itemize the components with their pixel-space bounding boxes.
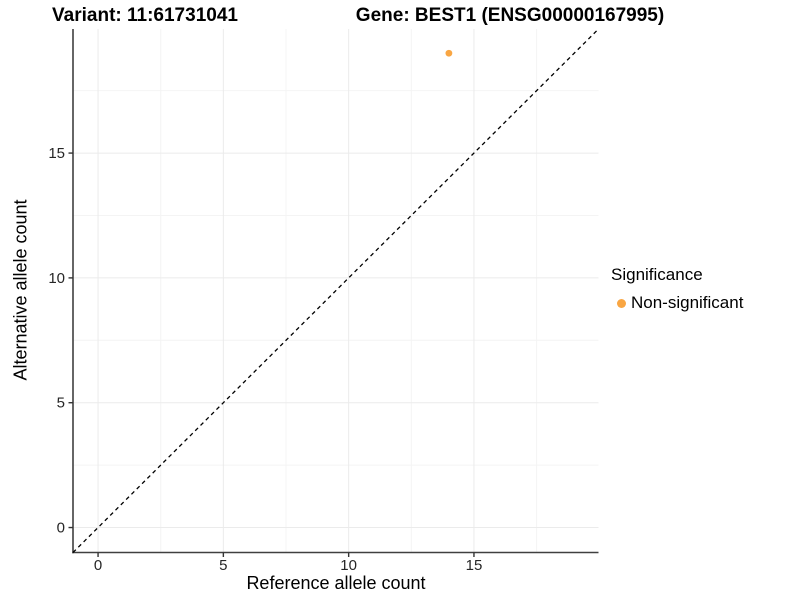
- x-axis-label: Reference allele count: [246, 573, 426, 593]
- y-tick-label: 10: [48, 270, 65, 287]
- legend-entry-label: Non-significant: [631, 293, 744, 312]
- identity-line: [72, 28, 599, 553]
- y-tick-label: 0: [57, 520, 65, 537]
- x-tick-label: 0: [94, 557, 102, 574]
- legend-title: Significance: [611, 265, 703, 284]
- y-tick-label: 15: [48, 145, 65, 162]
- y-tick-label: 5: [57, 395, 65, 412]
- y-axis-label: Alternative allele count: [10, 199, 31, 381]
- legend-entry: Non-significant: [611, 293, 743, 313]
- plot-title-variant: Variant: 11:61731041: [52, 5, 238, 26]
- x-tick-label: 5: [219, 557, 227, 574]
- data-point: [445, 49, 453, 57]
- x-tick-label: 10: [340, 557, 357, 574]
- legend: Significance Non-significant: [611, 265, 743, 313]
- legend-point-icon: [617, 298, 626, 308]
- x-tick-label: 15: [466, 557, 483, 574]
- plot-title-gene: Gene: BEST1 (ENSG00000167995): [355, 5, 665, 26]
